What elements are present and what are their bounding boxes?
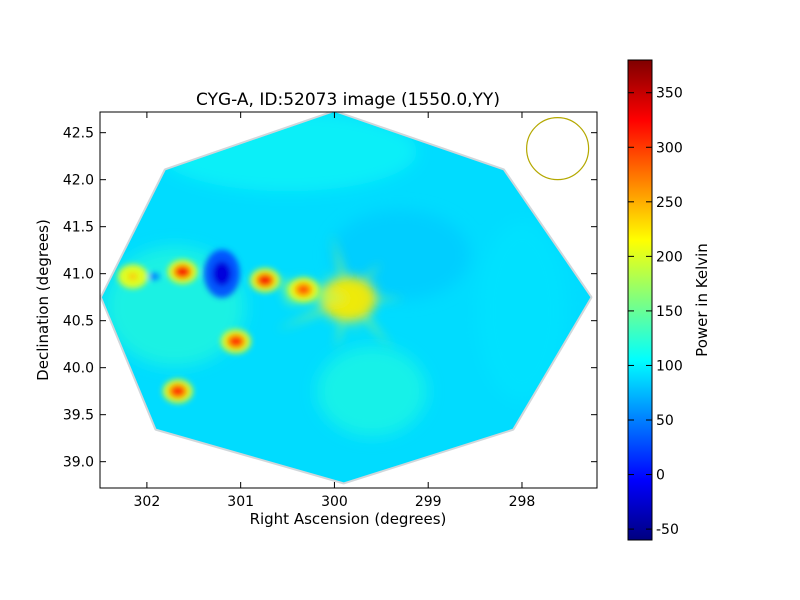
y-tick-label: 40.5: [63, 314, 94, 330]
radio-source: [117, 264, 148, 289]
colorbar-tick-label: -50: [656, 522, 679, 538]
colorbar-tick-label: 250: [656, 195, 683, 211]
x-tick-label: 298: [509, 494, 536, 510]
colorbar-tick-label: 150: [656, 304, 683, 320]
radio-source: [203, 249, 240, 298]
colorbar: [627, 59, 653, 541]
radio-source: [162, 379, 193, 404]
colorbar-label: Power in Kelvin: [693, 243, 711, 357]
x-axis: 302 301 300 299 298: [134, 112, 536, 510]
y-tick-label: 42.0: [63, 173, 94, 189]
y-tick-label: 39.0: [63, 455, 94, 471]
x-tick-label: 301: [227, 494, 254, 510]
colorbar-tick-label: 300: [656, 140, 683, 156]
y-tick-label: 41.0: [63, 267, 94, 283]
colorbar-tick-label: 350: [656, 86, 683, 102]
colorbar-tick-label: 0: [656, 468, 665, 484]
colorbar-tick-label: 200: [656, 249, 683, 265]
x-axis-label: Right Ascension (degrees): [250, 510, 447, 528]
y-axis-label: Declination (degrees): [34, 219, 52, 381]
x-tick-label: 302: [134, 494, 161, 510]
chart-title: CYG-A, ID:52073 image (1550.0,YY): [196, 90, 500, 110]
y-tick-label: 39.5: [63, 408, 94, 424]
radio-source: [148, 272, 161, 281]
y-tick-label: 41.5: [63, 220, 94, 236]
y-tick-label: 40.0: [63, 361, 94, 377]
radio-source: [220, 329, 251, 354]
y-tick-label: 42.5: [63, 126, 94, 142]
plot-frame: [99, 111, 598, 489]
y-axis: 39.0 39.5 40.0 40.5 41.0 41.5 42.0 42.5: [63, 126, 597, 471]
radio-source: [288, 277, 319, 302]
colorbar-axis: -50 0 50 100 150 200 250 300 350: [628, 86, 683, 538]
colorbar-tick-label: 50: [656, 413, 674, 429]
x-tick-label: 299: [415, 494, 442, 510]
radio-source: [167, 259, 198, 284]
beam-circle: [526, 117, 590, 181]
radio-source: [250, 268, 281, 293]
sky-map: [100, 112, 593, 485]
colorbar-tick-label: 100: [656, 358, 683, 374]
x-tick-label: 300: [321, 494, 348, 510]
